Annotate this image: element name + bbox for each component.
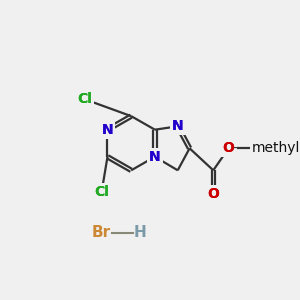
- Text: O: O: [223, 141, 235, 155]
- Text: Cl: Cl: [94, 185, 109, 199]
- Text: N: N: [102, 123, 113, 137]
- Text: O: O: [207, 187, 219, 201]
- Text: N: N: [172, 119, 184, 133]
- Text: N: N: [149, 150, 161, 164]
- Text: Br: Br: [92, 225, 111, 240]
- Text: H: H: [133, 225, 146, 240]
- Text: Cl: Cl: [94, 185, 109, 199]
- Text: Cl: Cl: [77, 92, 92, 106]
- Text: O: O: [207, 187, 219, 201]
- Text: N: N: [102, 123, 113, 137]
- Text: Cl: Cl: [77, 92, 92, 106]
- Text: N: N: [172, 119, 184, 133]
- Text: N: N: [149, 150, 161, 164]
- Text: methyl: methyl: [252, 141, 300, 155]
- Text: —: —: [232, 141, 250, 155]
- Text: O: O: [223, 141, 235, 155]
